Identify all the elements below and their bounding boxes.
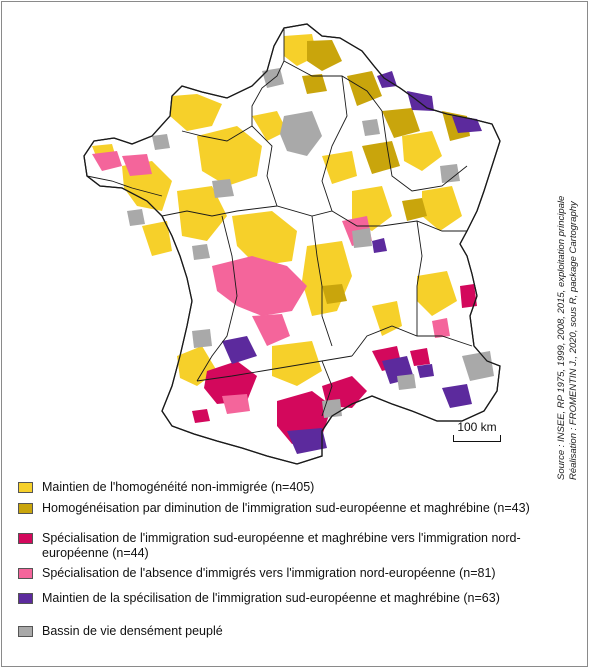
legend-item-specialisation-sud-nord: Spécialisation de l'immigration sud-euro… xyxy=(18,531,522,561)
legend-swatch xyxy=(18,503,33,514)
source-text: Source : INSEE, RP 1975, 1999, 2008, 201… xyxy=(556,196,580,480)
legend-swatch xyxy=(18,533,33,544)
legend-label: Spécialisation de l'absence d'immigrés v… xyxy=(42,566,496,580)
source-line-1: Source : INSEE, RP 1975, 1999, 2008, 201… xyxy=(556,195,567,480)
legend-swatch xyxy=(18,593,33,604)
france-map xyxy=(83,23,501,465)
legend-item-homogeneite: Maintien de l'homogénéité non-immigrée (… xyxy=(18,480,542,495)
legend-label: Homogénéisation par diminution de l'immi… xyxy=(42,501,530,515)
legend-item-maintien-specialisation: Maintien de la spécilisation de l'immigr… xyxy=(18,591,542,606)
legend-item-homogeneisation: Homogénéisation par diminution de l'immi… xyxy=(18,501,542,516)
legend-item-specialisation-absence-nord: Spécialisation de l'absence d'immigrés v… xyxy=(18,566,542,581)
scale-line xyxy=(453,435,501,442)
scale-label: 100 km xyxy=(457,420,497,434)
legend-item-bassin-de-vie: Bassin de vie densément peuplé xyxy=(18,624,542,639)
legend-label: Maintien de l'homogénéité non-immigrée (… xyxy=(42,480,315,494)
legend-swatch xyxy=(18,568,33,579)
scale-bar: 100 km xyxy=(453,420,501,442)
legend-swatch xyxy=(18,482,33,493)
legend-label: Bassin de vie densément peuplé xyxy=(42,624,223,638)
source-line-2: Réalisation : FROMENTIN J., 2020, sous R… xyxy=(568,201,579,480)
legend-swatch xyxy=(18,626,33,637)
legend-label: Maintien de la spécilisation de l'immigr… xyxy=(42,591,500,605)
zones-bassin-de-vie xyxy=(127,68,494,418)
legend-label: Spécialisation de l'immigration sud-euro… xyxy=(42,531,521,560)
region-borders xyxy=(86,28,473,417)
source-note: Source : INSEE, RP 1975, 1999, 2008, 201… xyxy=(542,32,582,482)
